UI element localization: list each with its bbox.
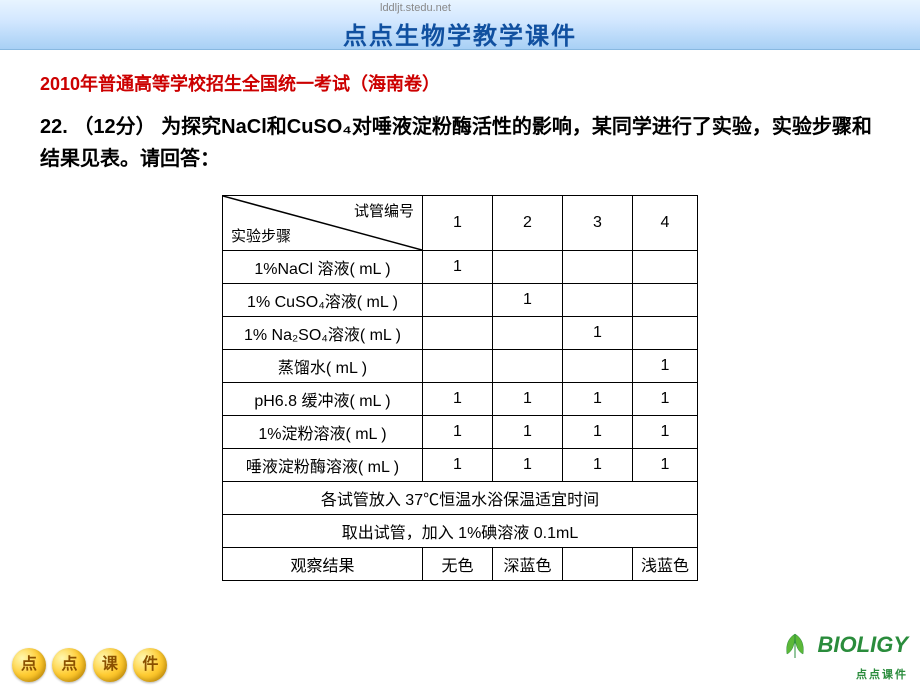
cell: [492, 251, 562, 284]
question-body: 为探究NaCl和CuSO₄对唾液淀粉酶活性的影响，某同学进行了实验，实验步骤和结…: [40, 116, 872, 170]
table-row: 蒸馏水( mL ) 1: [222, 350, 697, 383]
result-label: 观察结果: [222, 548, 422, 581]
col-header-4: 4: [632, 196, 697, 251]
cell: 1: [492, 284, 562, 317]
footer-left: 点 点 课 件: [12, 648, 169, 682]
row-label: 1% CuSO₄溶液( mL ): [222, 284, 422, 317]
cell: [422, 284, 492, 317]
diag-top-label: 试管编号: [354, 200, 414, 221]
cell: [562, 251, 632, 284]
row-label: 蒸馏水( mL ): [222, 350, 422, 383]
full-row-text: 取出试管，加入 1%碘溶液 0.1mL: [222, 515, 697, 548]
table-row: 唾液淀粉酶溶液( mL ) 1 1 1 1: [222, 449, 697, 482]
row-label: 唾液淀粉酶溶液( mL ): [222, 449, 422, 482]
row-label: 1%NaCl 溶液( mL ): [222, 251, 422, 284]
table-full-row: 各试管放入 37℃恒温水浴保温适宜时间: [222, 482, 697, 515]
col-header-1: 1: [422, 196, 492, 251]
cell: 1: [632, 449, 697, 482]
badge: 点: [12, 648, 46, 682]
result-row: 观察结果 无色 深蓝色 浅蓝色: [222, 548, 697, 581]
cell: 1: [422, 416, 492, 449]
logo-sub: 点点课件: [777, 666, 908, 682]
table-row: 1% Na₂SO₄溶液( mL ) 1: [222, 317, 697, 350]
cell: 1: [562, 449, 632, 482]
cell: [492, 317, 562, 350]
question-points: （12分）: [73, 116, 155, 138]
cell: [562, 350, 632, 383]
row-label: pH6.8 缓冲液( mL ): [222, 383, 422, 416]
footer-right: BIOLIGY 点点课件: [777, 630, 908, 682]
cell: 1: [422, 383, 492, 416]
cell: 1: [632, 416, 697, 449]
cell: 1: [422, 449, 492, 482]
table-row: 1% CuSO₄溶液( mL ) 1: [222, 284, 697, 317]
experiment-table: 试管编号 实验步骤 1 2 3 4 1%NaCl 溶液( mL ) 1 1% C…: [222, 195, 698, 581]
table-wrapper: 试管编号 实验步骤 1 2 3 4 1%NaCl 溶液( mL ) 1 1% C…: [40, 195, 880, 581]
table-header-row: 试管编号 实验步骤 1 2 3 4: [222, 196, 697, 251]
table-row: pH6.8 缓冲液( mL ) 1 1 1 1: [222, 383, 697, 416]
question-text: 22. （12分） 为探究NaCl和CuSO₄对唾液淀粉酶活性的影响，某同学进行…: [40, 111, 880, 175]
header-title: 点点生物学教学课件: [0, 0, 920, 51]
table-full-row: 取出试管，加入 1%碘溶液 0.1mL: [222, 515, 697, 548]
cell: [632, 317, 697, 350]
col-header-2: 2: [492, 196, 562, 251]
cell: [422, 317, 492, 350]
cell: 1: [632, 383, 697, 416]
cell: 1: [562, 416, 632, 449]
cell: [632, 251, 697, 284]
header-banner: lddljt.stedu.net 点点生物学教学课件: [0, 0, 920, 50]
leaf-icon: [777, 630, 813, 666]
full-row-text: 各试管放入 37℃恒温水浴保温适宜时间: [222, 482, 697, 515]
result-cell: [562, 548, 632, 581]
badge: 课: [93, 648, 127, 682]
cell: 1: [492, 416, 562, 449]
result-cell: 无色: [422, 548, 492, 581]
row-label: 1% Na₂SO₄溶液( mL ): [222, 317, 422, 350]
cell: 1: [492, 449, 562, 482]
site-url: lddljt.stedu.net: [380, 2, 451, 14]
table-row: 1%淀粉溶液( mL ) 1 1 1 1: [222, 416, 697, 449]
cell: 1: [492, 383, 562, 416]
cell: [492, 350, 562, 383]
badge: 件: [133, 648, 167, 682]
exam-source: 2010年普通高等学校招生全国统一考试（海南卷）: [40, 70, 880, 96]
diagonal-header-cell: 试管编号 实验步骤: [222, 196, 422, 251]
cell: 1: [632, 350, 697, 383]
result-cell: 深蓝色: [492, 548, 562, 581]
row-label: 1%淀粉溶液( mL ): [222, 416, 422, 449]
diag-bottom-label: 实验步骤: [231, 225, 291, 246]
cell: [422, 350, 492, 383]
badge: 点: [52, 648, 86, 682]
col-header-3: 3: [562, 196, 632, 251]
cell: 1: [562, 383, 632, 416]
cell: [632, 284, 697, 317]
question-number: 22.: [40, 116, 68, 138]
cell: 1: [422, 251, 492, 284]
cell: 1: [562, 317, 632, 350]
table-row: 1%NaCl 溶液( mL ) 1: [222, 251, 697, 284]
logo-text: BIOLIGY: [818, 632, 908, 657]
cell: [562, 284, 632, 317]
result-cell: 浅蓝色: [632, 548, 697, 581]
content-area: 2010年普通高等学校招生全国统一考试（海南卷） 22. （12分） 为探究Na…: [0, 50, 920, 601]
